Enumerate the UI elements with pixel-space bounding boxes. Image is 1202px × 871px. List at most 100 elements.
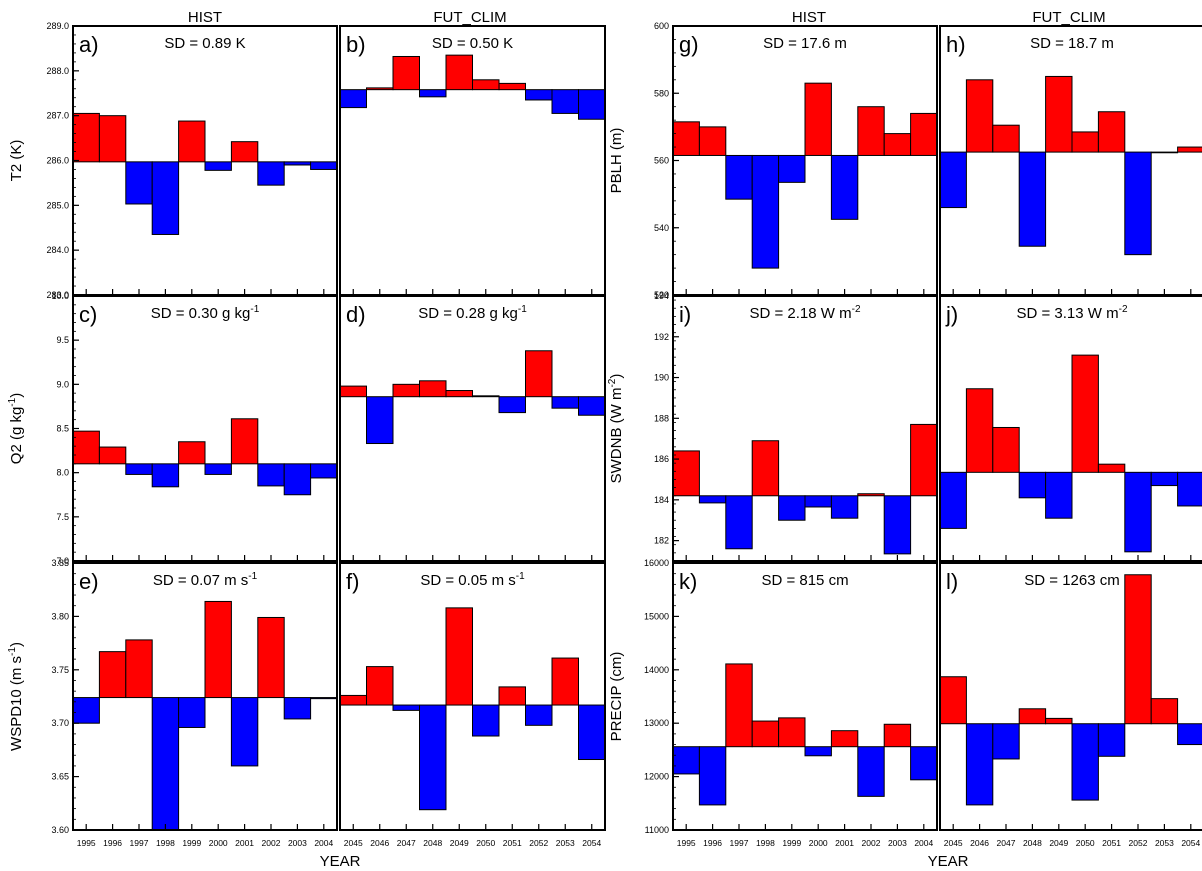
ytick-label-e: 3.65 [51, 772, 69, 782]
ytick-label-e: 3.80 [51, 611, 69, 621]
sd-annotation-g: SD = 17.6 m [763, 35, 847, 52]
bar-h-2047 [992, 124, 1020, 153]
bar-d-2053 [551, 396, 579, 409]
ytick-label-k: 14000 [644, 665, 669, 675]
ytick-label-i: 190 [654, 373, 669, 383]
xtick-label-l: 2047 [997, 838, 1016, 848]
column-header-futclim-left: FUT_CLIM [433, 9, 506, 26]
bar-g-2001 [830, 154, 859, 220]
ytick-label-c: 7.0 [56, 556, 69, 566]
panel-label-b: b) [346, 32, 366, 57]
xtick-label-l: 2045 [944, 838, 963, 848]
bar-d-2047 [392, 383, 420, 398]
ytick-label-g: 560 [654, 156, 669, 166]
xtick-label-f: 2048 [423, 838, 442, 848]
bar-b-2048 [419, 89, 447, 98]
bar-f-2046 [366, 666, 394, 706]
panel-a: 283.0 284.0 285.0 286.0 287.0 288.0 289.0 a) SD … [8, 21, 338, 300]
y-axis-label-close-i: ) [608, 374, 625, 379]
xtick-label-l: 2046 [970, 838, 989, 848]
frame-h [939, 25, 1202, 296]
ytick-label-a: 283.0 [46, 290, 69, 300]
panel-label-j: j) [945, 302, 958, 327]
bar-c-1997 [125, 463, 153, 475]
bar-l-2047 [992, 723, 1020, 760]
y-axis-label-c: Q2 (g kg-1) [7, 393, 25, 464]
bar-f-2052 [525, 704, 553, 726]
bar-c-2001 [230, 418, 259, 465]
xtick-label-k: 2001 [835, 838, 854, 848]
column-header-futclim-right: FUT_CLIM [1032, 9, 1105, 26]
bar-e-2004 [310, 697, 338, 700]
panel-label-d: d) [346, 302, 366, 327]
bar-g-1998 [751, 154, 780, 269]
xtick-label-f: 2053 [556, 838, 575, 848]
bar-g-1996 [698, 126, 727, 156]
bar-c-2002 [257, 463, 285, 487]
panel-e: 3.60 3.65 3.70 3.75 3.80 3.85 1995 1996 1997 1998… [7, 558, 338, 848]
bar-b-2045 [339, 89, 367, 109]
bar-a-1996 [98, 115, 127, 163]
xtick-label-l: 2048 [1023, 838, 1042, 848]
bar-k-1997 [725, 663, 753, 748]
ytick-label-k: 15000 [644, 611, 669, 621]
ytick-label-a: 284.0 [46, 245, 69, 255]
xtick-label-l: 2050 [1076, 838, 1095, 848]
bar-e-1999 [178, 697, 206, 728]
panel-g: 520 540 560 580 600 g) SD = 17.6 m PBLH (m) [608, 21, 938, 300]
bar-h-2046 [965, 79, 994, 153]
xtick-label-e: 1997 [130, 838, 149, 848]
y-axis-label-close-e: ) [8, 642, 25, 647]
bar-d-2046 [366, 396, 394, 445]
bar-k-2004 [910, 746, 938, 781]
ytick-label-a: 289.0 [46, 21, 69, 31]
bar-f-2045 [339, 694, 367, 706]
bar-j-2051 [1097, 463, 1126, 473]
bar-b-2046 [366, 87, 394, 91]
ytick-label-g: 580 [654, 88, 669, 98]
panel-label-f: f) [346, 569, 359, 594]
bar-b-2053 [551, 89, 579, 114]
bar-j-2054 [1177, 471, 1202, 507]
sd-annotation-h: SD = 18.7 m [1030, 35, 1114, 52]
bar-b-2054 [578, 89, 606, 120]
ytick-label-g: 520 [654, 290, 669, 300]
ytick-label-a: 288.0 [46, 66, 69, 76]
ytick-label-a: 286.0 [46, 156, 69, 166]
y-axis-label-e: WSPD10 (m s-1) [7, 642, 25, 751]
xtick-label-f: 2052 [529, 838, 548, 848]
bar-a-2003 [283, 161, 312, 166]
ytick-label-k: 12000 [644, 772, 669, 782]
ytick-label-k: 13000 [644, 718, 669, 728]
bar-j-2052 [1124, 471, 1152, 553]
bar-k-1996 [698, 746, 727, 806]
xtick-label-k: 1996 [703, 838, 722, 848]
bar-i-1996 [698, 495, 727, 504]
panel-c: 7.0 7.5 8.0 8.5 9.0 9.5 10.0 c) SD = 0.30 g kg-1… [7, 291, 338, 566]
xtick-label-l: 2053 [1155, 838, 1174, 848]
xtick-label-l: 2051 [1102, 838, 1121, 848]
ytick-label-c: 10.0 [51, 291, 69, 301]
panel-j: j) SD = 3.13 W m-2 [939, 295, 1202, 562]
ytick-label-k: 11000 [645, 825, 669, 835]
column-header-hist-left: HIST [188, 9, 222, 26]
xtick-label-e: 1996 [103, 838, 122, 848]
bar-h-2052 [1124, 151, 1152, 256]
y-axis-label-sup-e: -1 [7, 647, 18, 656]
bar-l-2053 [1150, 698, 1179, 725]
bar-i-1995 [672, 450, 700, 497]
panel-label-g: g) [679, 32, 699, 57]
bar-h-2054 [1177, 146, 1202, 153]
bar-f-2050 [472, 704, 500, 737]
bar-k-1999 [778, 717, 806, 748]
ytick-label-c: 9.5 [56, 335, 69, 345]
bar-c-1995 [72, 430, 100, 465]
bar-f-2047 [392, 704, 420, 711]
xtick-label-k: 2002 [862, 838, 881, 848]
bar-a-2004 [310, 161, 338, 170]
frame-d [339, 295, 606, 562]
bar-a-1998 [151, 161, 180, 235]
bar-l-2051 [1097, 723, 1126, 757]
bar-c-2004 [310, 463, 338, 479]
panel-label-h: h) [946, 32, 966, 57]
